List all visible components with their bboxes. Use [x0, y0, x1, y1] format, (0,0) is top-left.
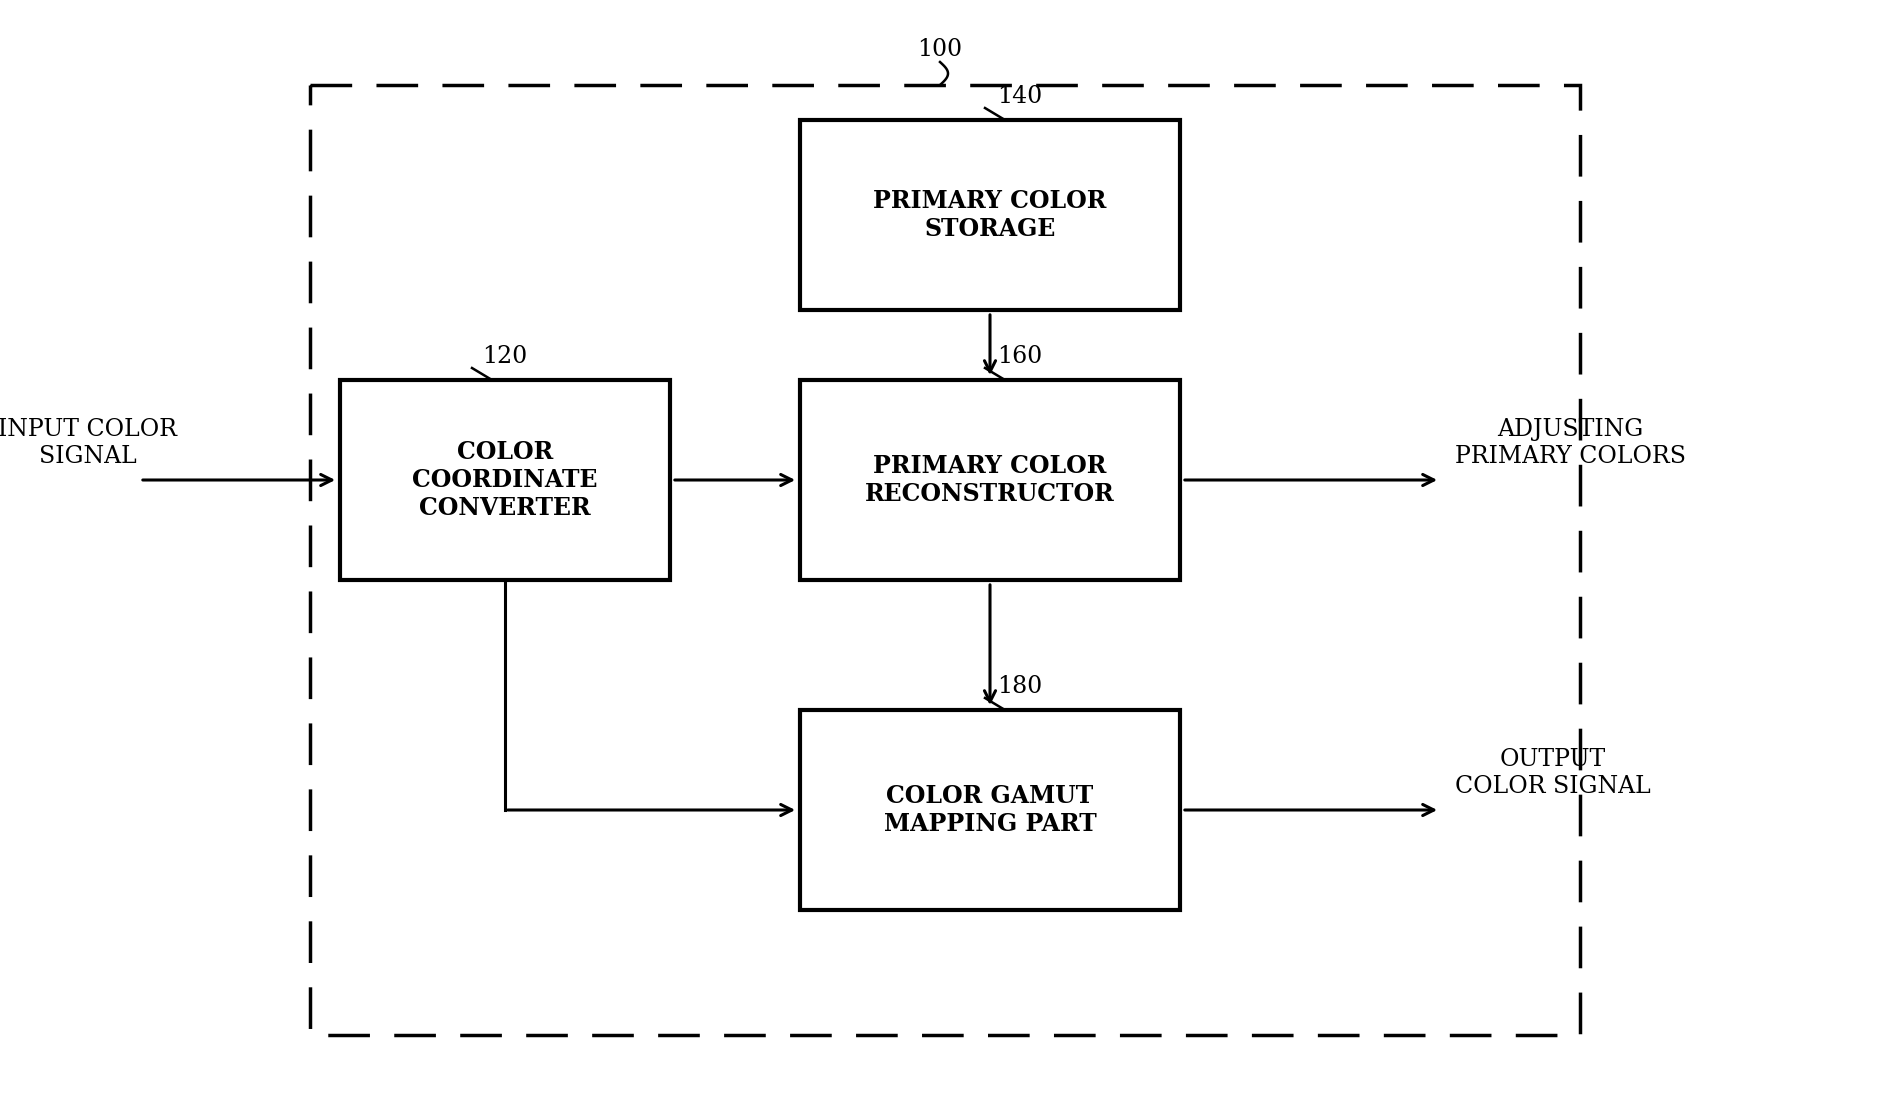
Text: 120: 120: [483, 345, 527, 368]
Bar: [801, 121, 1179, 310]
Text: 160: 160: [997, 345, 1042, 368]
Bar: [310, 85, 1581, 1035]
Text: COLOR
COORDINATE
CONVERTER: COLOR COORDINATE CONVERTER: [413, 440, 597, 520]
Text: COLOR GAMUT
MAPPING PART: COLOR GAMUT MAPPING PART: [884, 785, 1096, 836]
Text: INPUT COLOR
SIGNAL: INPUT COLOR SIGNAL: [0, 418, 177, 468]
Text: 180: 180: [997, 675, 1042, 698]
Text: ADJUSTING
PRIMARY COLORS: ADJUSTING PRIMARY COLORS: [1455, 418, 1685, 468]
Text: 100: 100: [917, 38, 962, 61]
Bar: [801, 710, 1179, 910]
Bar: [801, 381, 1179, 580]
Text: 140: 140: [997, 85, 1042, 108]
Bar: [340, 381, 670, 580]
Text: OUTPUT
COLOR SIGNAL: OUTPUT COLOR SIGNAL: [1455, 749, 1651, 798]
Text: PRIMARY COLOR
RECONSTRUCTOR: PRIMARY COLOR RECONSTRUCTOR: [865, 454, 1115, 506]
Text: PRIMARY COLOR
STORAGE: PRIMARY COLOR STORAGE: [873, 189, 1107, 241]
